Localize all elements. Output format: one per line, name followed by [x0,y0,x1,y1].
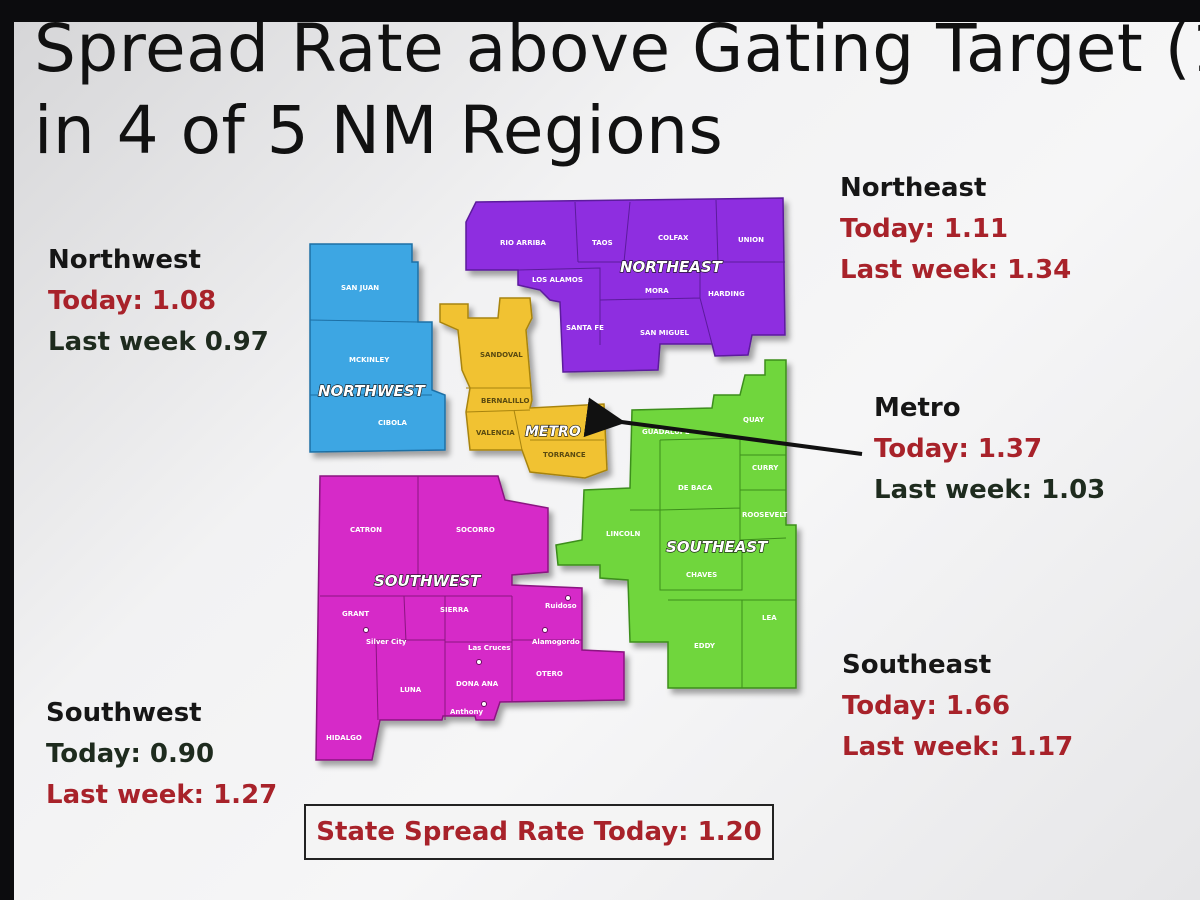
county-label: RIO ARRIBA [500,239,547,247]
state-spread-rate-box: State Spread Rate Today: 1.20 [304,804,774,860]
city-marker [542,627,548,633]
title-line-1: Spread Rate above Gating Target (1.05 [34,22,1200,87]
slide-title: Spread Rate above Gating Target (1.05 in… [34,22,1200,172]
region-southwest [315,475,625,761]
county-label: MCKINLEY [349,356,390,364]
county-label: HARDING [708,290,745,298]
county-label: SIERRA [440,606,469,614]
county-label: SANTA FE [566,324,604,332]
county-label: DONA ANA [456,680,499,688]
stats-northwest: Northwest Today: 1.08 Last week 0.97 [48,240,269,363]
metro-pointer-arrow [583,397,863,456]
region-northeast [465,197,786,373]
county-label: VALENCIA [476,429,515,437]
title-line-2: in 4 of 5 NM Regions [34,92,724,169]
county-label: COLFAX [658,234,689,242]
county-label: OTERO [536,670,563,678]
region-label-southeast: SOUTHEAST [666,538,769,556]
city-marker [476,659,482,665]
county-label: HIDALGO [326,734,362,742]
slide: Spread Rate above Gating Target (1.05 in… [14,22,1200,900]
county-label: LOS ALAMOS [532,276,583,284]
city-label: Ruidoso [545,602,577,610]
county-label: SANDOVAL [480,351,523,359]
region-label-northwest: NORTHWEST [318,382,427,400]
city-label: Anthony [450,708,484,716]
last-week-rate: Last week: 1.34 [840,255,1072,285]
county-label: CATRON [350,526,382,534]
region-name: Southwest [46,698,202,728]
stats-metro: Metro Today: 1.37 Last week: 1.03 [874,388,1105,511]
county-label: MORA [645,287,669,295]
city-marker [363,627,369,633]
region-label-southwest: SOUTHWEST [374,572,482,590]
region-name: Northeast [840,173,987,203]
last-week-rate: Last week: 1.03 [874,475,1106,505]
region-name: Metro [874,393,961,423]
county-label: CHAVES [686,571,717,579]
region-label-northeast: NORTHEAST [620,258,724,276]
region-northwest [309,243,446,453]
county-label: DE BACA [678,484,713,492]
county-label: GRANT [342,610,369,618]
county-label: BERNALILLO [481,397,530,405]
county-label: QUAY [743,416,765,424]
city-label: Silver City [366,638,407,646]
stats-southeast: Southeast Today: 1.66 Last week: 1.17 [842,645,1073,768]
county-label: CIBOLA [378,419,407,427]
state-spread-rate: State Spread Rate Today: 1.20 [316,817,762,847]
county-label: SOCORRO [456,526,495,534]
city-marker [481,701,487,707]
county-label: GUADALUPE [642,428,690,436]
today-rate: Today: 0.90 [46,739,215,769]
stats-southwest: Southwest Today: 0.90 Last week: 1.27 [46,693,277,816]
stats-northeast: Northeast Today: 1.11 Last week: 1.34 [840,168,1071,291]
county-label: LUNA [400,686,422,694]
region-southeast [555,359,797,689]
region-name: Northwest [48,245,201,275]
county-label: TAOS [592,239,613,247]
today-rate: Today: 1.37 [874,434,1043,464]
today-rate: Today: 1.08 [48,286,217,316]
county-label: SAN JUAN [341,284,379,292]
today-rate: Today: 1.66 [842,691,1011,721]
today-rate: Today: 1.11 [840,214,1009,244]
county-label: EDDY [694,642,716,650]
county-label: SAN MIGUEL [640,329,690,337]
county-label: UNION [738,236,764,244]
county-label: ROOSEVELT [742,511,788,519]
city-markers [363,595,571,707]
region-label-metro: METRO [525,424,581,440]
region-name: Southeast [842,650,992,680]
county-label: LEA [762,614,777,622]
city-label: Alamogordo [532,638,580,646]
last-week-rate: Last week: 1.27 [46,780,278,810]
county-label: CURRY [752,464,779,472]
last-week-rate: Last week: 1.17 [842,732,1074,762]
county-label: LINCOLN [606,530,640,538]
last-week-rate: Last week 0.97 [48,327,269,357]
city-marker [565,595,571,601]
county-label: TORRANCE [543,451,586,459]
city-label: Las Cruces [468,644,510,652]
